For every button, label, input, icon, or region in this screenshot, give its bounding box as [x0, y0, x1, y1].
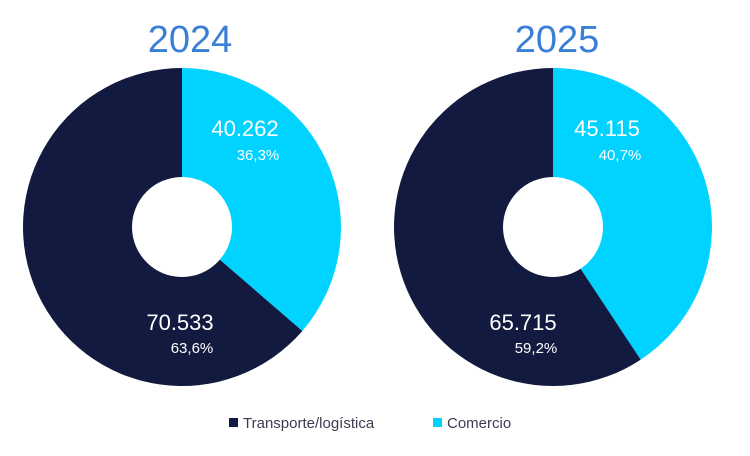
value-label: 40.262 — [211, 116, 278, 141]
slice-comercio — [553, 68, 712, 360]
value-label: 70.533 — [146, 310, 213, 335]
donut-hole — [132, 177, 232, 277]
percent-label: 59,2% — [515, 340, 558, 357]
percent-label: 36,3% — [237, 147, 280, 164]
chart-title: 2025 — [515, 19, 600, 61]
legend-swatch — [229, 418, 238, 427]
donut-hole — [503, 177, 603, 277]
slice-comercio — [182, 68, 341, 331]
percent-label: 63,6% — [171, 340, 214, 357]
value-label: 65.715 — [489, 310, 556, 335]
donut-chart-2024: 2024 70.533 63,6% 40.262 36,3% — [22, 19, 341, 386]
donut-chart-2025: 2025 65.715 59,2% 45.115 40,7% — [393, 19, 712, 387]
legend-label: Comercio — [447, 415, 511, 432]
legend: Transporte/logística Comercio — [229, 415, 511, 432]
legend-swatch — [433, 418, 442, 427]
legend-label: Transporte/logística — [243, 415, 375, 432]
value-label: 45.115 — [574, 116, 640, 141]
percent-label: 40,7% — [599, 147, 642, 164]
chart-title: 2024 — [148, 19, 233, 61]
